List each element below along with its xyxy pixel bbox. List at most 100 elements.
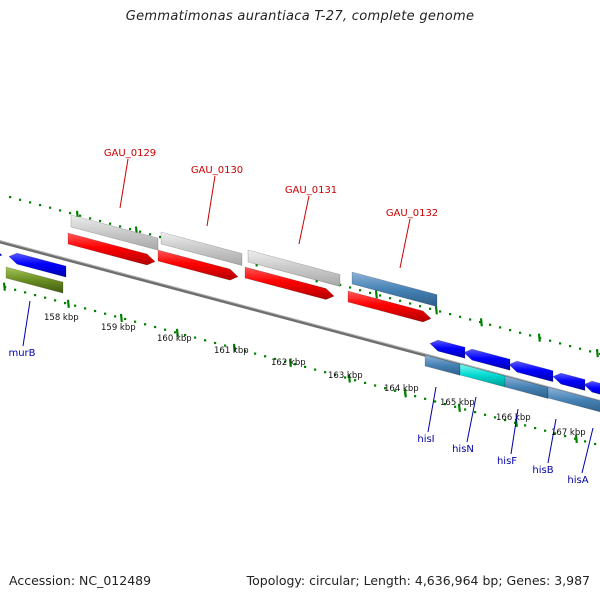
lower-ruler-major-tick (574, 434, 578, 444)
lower-ruler-major-tick (288, 358, 292, 367)
gene-leader-bottom (466, 396, 477, 443)
lower-ruler-dot (194, 336, 197, 339)
lower-ruler-dot (284, 360, 287, 363)
lower-ruler-dot (304, 365, 307, 368)
lower-ruler-dot (94, 309, 97, 313)
gene-arrow-murb-neighbor (8, 252, 67, 278)
upper-ruler-dot (69, 212, 72, 215)
lower-ruler-dot (274, 357, 277, 360)
gene-bar-murb (5, 266, 64, 294)
kbp-label: 158 kbp (44, 313, 79, 323)
lower-ruler-dot (584, 440, 587, 443)
lower-ruler-dot (524, 424, 527, 427)
lower-ruler-dot (474, 411, 477, 414)
lower-ruler-dot (14, 288, 17, 291)
kbp-label: 164 kbp (384, 384, 419, 394)
gene-label-top: GAU_0129 (104, 148, 156, 159)
lower-ruler-dot (164, 328, 167, 331)
lower-ruler-major-tick (2, 282, 6, 291)
lower-ruler-major-tick (403, 389, 407, 398)
lower-ruler-dot (444, 403, 447, 406)
lower-ruler-dot (24, 291, 27, 294)
lower-ruler-dot (224, 344, 227, 347)
upper-ruler-dot (569, 345, 572, 348)
upper-ruler-dot (129, 227, 132, 231)
upper-ruler-dot (29, 201, 32, 204)
lower-ruler-major-tick (175, 328, 179, 337)
lower-ruler-dot (424, 397, 427, 400)
upper-ruler-dot (359, 289, 362, 292)
gene-bar-gau0131 (247, 249, 341, 287)
gene-arrow-edge (0, 253, 3, 257)
gene-label-bottom: murB (8, 348, 35, 359)
lower-ruler-dot (144, 323, 147, 326)
upper-ruler-major-tick (434, 306, 438, 315)
gene-bar-hisb (547, 386, 600, 413)
gene-bar-gau0130 (160, 231, 243, 266)
kbp-label: 166 kbp (496, 413, 531, 423)
upper-ruler-major-tick (537, 333, 541, 342)
upper-ruler-dot (429, 307, 432, 310)
lower-ruler-dot (334, 373, 337, 376)
upper-ruler-major-tick (374, 290, 378, 299)
upper-ruler-dot (49, 206, 52, 209)
gene-arrow-hisa (583, 380, 600, 395)
upper-ruler-dot (139, 230, 142, 233)
gene-bar-gau0132 (351, 271, 438, 308)
upper-ruler-dot (109, 222, 112, 225)
upper-ruler-dot (449, 313, 452, 316)
upper-ruler-dot (489, 323, 492, 326)
lower-ruler-dot (324, 371, 327, 374)
upper-ruler-dot (409, 302, 412, 305)
kbp-label: 160 kbp (157, 334, 192, 344)
lower-ruler-major-tick (66, 299, 70, 308)
accession-label: Accession: NC_012489 (9, 573, 152, 588)
lower-ruler-dot (254, 352, 257, 355)
gene-label-top: GAU_0132 (386, 208, 438, 219)
gene-label-bottom: hisI (417, 434, 434, 445)
upper-ruler-dot (39, 204, 42, 207)
lower-ruler-dot (354, 379, 357, 382)
gene-leader-top (119, 158, 129, 209)
upper-ruler-dot (499, 326, 502, 329)
lower-ruler-dot (244, 349, 247, 352)
lower-ruler-dot (374, 384, 377, 387)
lower-ruler-dot (364, 381, 367, 384)
kbp-label: 161 kbp (214, 346, 249, 356)
lower-ruler-dot (184, 333, 187, 337)
lower-ruler-dot (384, 387, 387, 390)
lower-ruler-major-tick (232, 343, 236, 353)
upper-ruler-dot (589, 350, 592, 353)
upper-ruler-dot (99, 219, 102, 223)
gene-label-bottom: hisB (532, 465, 553, 476)
lower-ruler-dot (544, 429, 547, 432)
gene-leader-top (399, 218, 411, 269)
lower-ruler-dot (214, 341, 217, 345)
lower-ruler-dot (414, 395, 417, 398)
lower-ruler-dot (494, 416, 497, 419)
lower-ruler-dot (294, 363, 297, 366)
topology-label: Topology: circular; Length: 4,636,964 bp… (246, 573, 590, 588)
lower-ruler-dot (154, 325, 157, 329)
gene-arrow-hisi (429, 339, 466, 359)
upper-ruler-dot (509, 329, 512, 332)
lower-ruler-dot (514, 421, 517, 424)
upper-ruler-major-tick (595, 348, 599, 358)
upper-ruler-dot (389, 297, 392, 300)
lower-ruler-dot (454, 405, 457, 408)
lower-ruler-dot (74, 304, 77, 307)
upper-ruler-dot (119, 225, 122, 228)
lower-ruler-dot (84, 307, 87, 310)
lower-ruler-dot (104, 312, 107, 315)
upper-ruler-dot (469, 318, 472, 321)
track-layer (0, 214, 600, 413)
lower-ruler-dot (594, 442, 597, 446)
upper-ruler-dot (529, 334, 532, 337)
lower-ruler-dot (464, 408, 467, 411)
gene-leader-top (206, 175, 216, 227)
kbp-label: 163 kbp (328, 371, 363, 381)
upper-ruler-dot (89, 217, 92, 220)
upper-ruler-dot (159, 235, 162, 239)
lower-ruler-major-tick (119, 313, 123, 323)
